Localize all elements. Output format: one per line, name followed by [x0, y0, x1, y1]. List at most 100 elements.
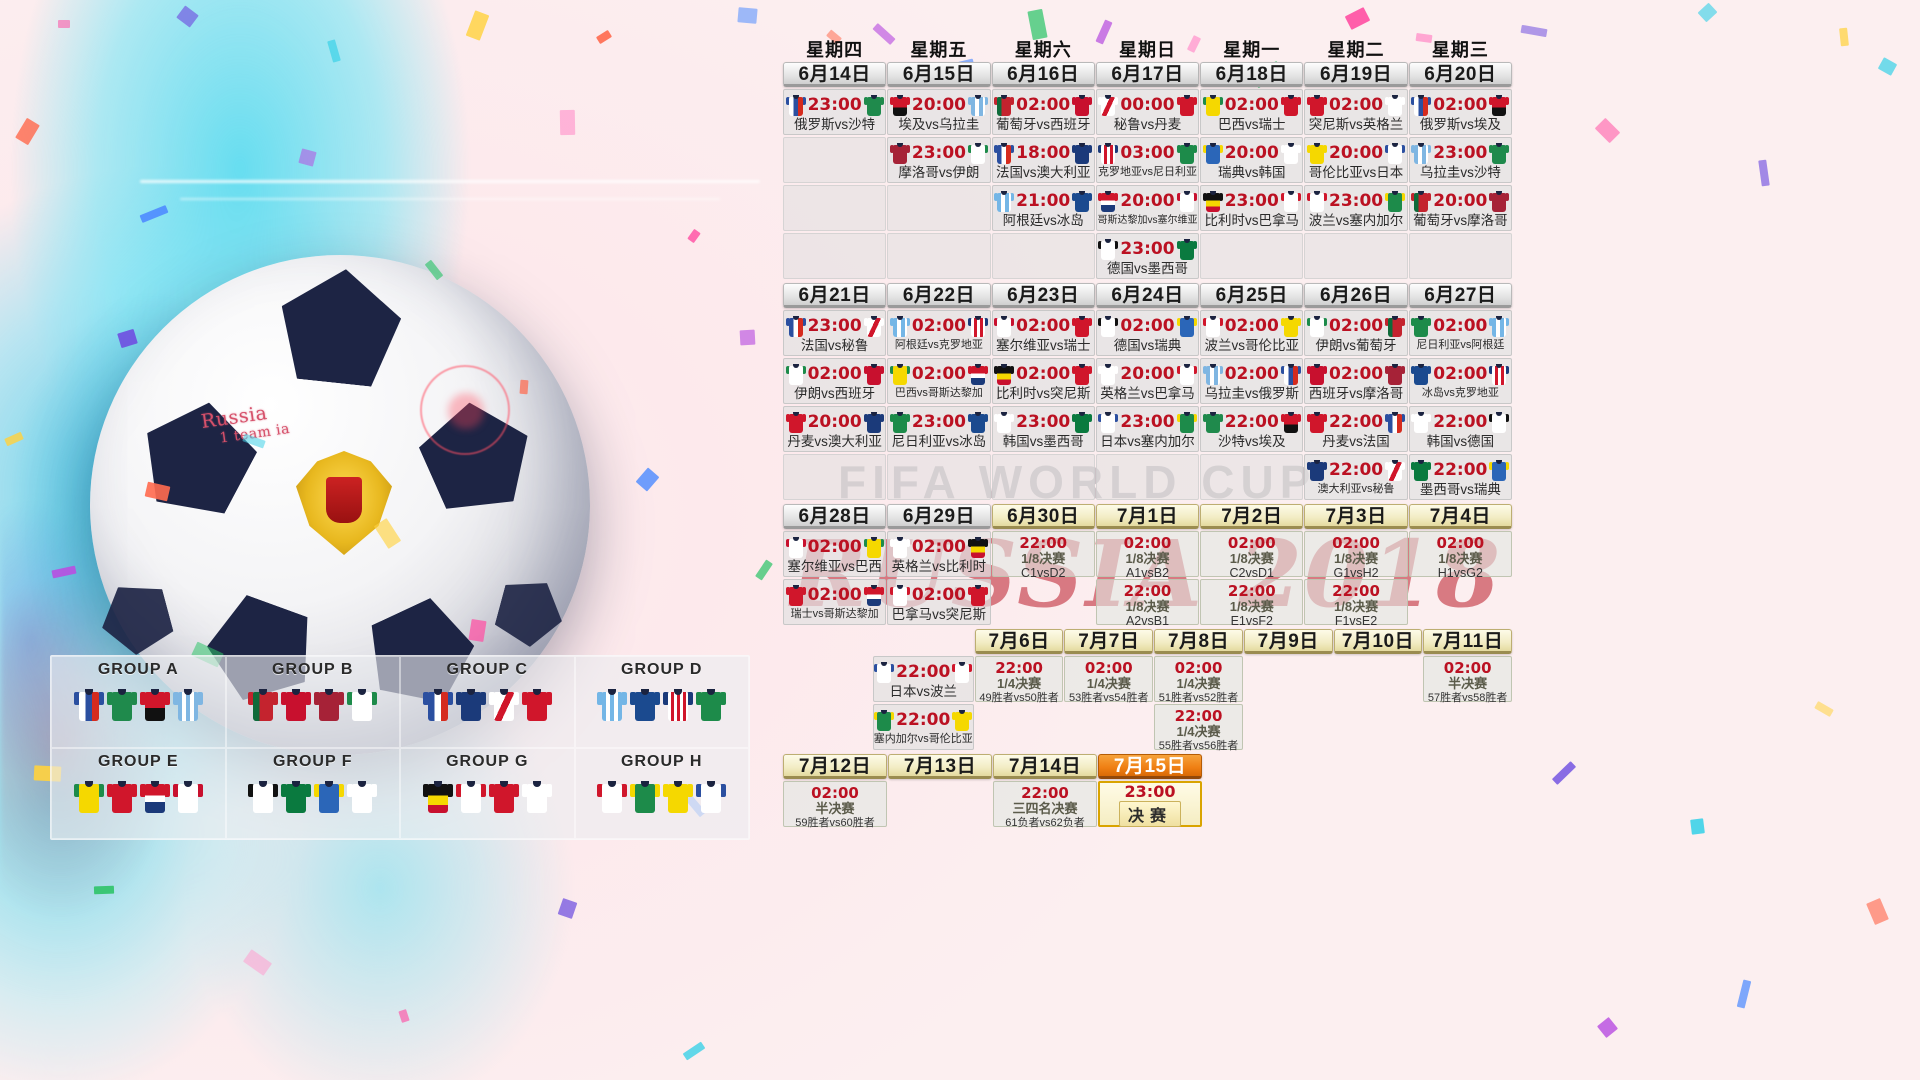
date-header[interactable]: 6月14日: [783, 62, 887, 87]
date-header[interactable]: 6月28日: [783, 504, 887, 529]
match-cell[interactable]: 22:00 澳大利亚vs秘鲁: [1304, 454, 1408, 500]
match-cell[interactable]: 02:00 俄罗斯vs埃及: [1408, 89, 1512, 135]
match-cell[interactable]: 02:00 巴西vs瑞士: [1200, 89, 1304, 135]
date-header[interactable]: 7月15日: [1098, 754, 1202, 779]
date-header[interactable]: 6月27日: [1408, 283, 1512, 308]
date-header[interactable]: 7月3日: [1304, 504, 1408, 529]
knockout-match-cell[interactable]: 22:00 1/8决赛 E1vsF2: [1200, 579, 1304, 628]
date-header[interactable]: 7月1日: [1095, 504, 1200, 529]
date-header[interactable]: 6月24日: [1095, 283, 1200, 308]
knockout-match-cell[interactable]: 02:00 1/8决赛 C2vsD1: [1200, 531, 1304, 580]
match-cell[interactable]: 23:00 摩洛哥vs伊朗: [887, 137, 991, 183]
knockout-match-cell[interactable]: 02:00 半决赛 57胜者vs58胜者: [1423, 656, 1513, 704]
match-cell[interactable]: 20:00 埃及vs乌拉圭: [887, 89, 991, 135]
date-header[interactable]: 7月2日: [1200, 504, 1304, 529]
match-cell[interactable]: 02:00 伊朗vs西班牙: [783, 358, 887, 404]
date-header[interactable]: 6月30日: [991, 504, 1095, 529]
match-cell[interactable]: 02:00 冰岛vs克罗地亚: [1408, 358, 1512, 404]
match-cell[interactable]: 22:00 塞内加尔vs哥伦比亚: [872, 704, 974, 750]
match-cell[interactable]: 22:00 墨西哥vs瑞典: [1408, 454, 1512, 500]
knockout-match-cell[interactable]: 22:00 1/8决赛 C1vsD2: [991, 531, 1095, 580]
match-cell[interactable]: 23:00 波兰vs塞内加尔: [1304, 185, 1408, 231]
match-cell[interactable]: 02:00 乌拉圭vs俄罗斯: [1200, 358, 1304, 404]
date-header[interactable]: 6月23日: [991, 283, 1095, 308]
date-header[interactable]: 6月18日: [1200, 62, 1304, 87]
date-header[interactable]: 7月8日: [1154, 629, 1243, 654]
match-cell[interactable]: 02:00 巴拿马vs突尼斯: [887, 579, 991, 625]
match-cell[interactable]: 20:00 英格兰vs巴拿马: [1095, 358, 1200, 404]
match-cell[interactable]: 02:00 比利时vs突尼斯: [991, 358, 1095, 404]
match-cell[interactable]: 02:00 瑞士vs哥斯达黎加: [783, 579, 887, 625]
match-cell[interactable]: 23:00 法国vs秘鲁: [783, 310, 887, 356]
match-cell[interactable]: 23:00 乌拉圭vs沙特: [1408, 137, 1512, 183]
group-box-a[interactable]: GROUP A: [51, 656, 226, 748]
match-cell[interactable]: 02:00 德国vs瑞典: [1095, 310, 1200, 356]
group-box-f[interactable]: GROUP F: [225, 747, 400, 839]
match-cell[interactable]: 22:00 韩国vs德国: [1408, 406, 1512, 452]
date-header[interactable]: 6月25日: [1200, 283, 1304, 308]
knockout-match-cell[interactable]: 02:00 1/4决赛 53胜者vs54胜者: [1064, 656, 1154, 704]
match-cell[interactable]: 02:00 塞尔维亚vs巴西: [783, 531, 887, 577]
match-cell[interactable]: 22:00 日本vs波兰: [872, 656, 974, 702]
knockout-match-cell[interactable]: 22:00 1/8决赛 F1vsE2: [1304, 579, 1408, 628]
match-cell[interactable]: 23:00 韩国vs墨西哥: [991, 406, 1095, 452]
knockout-match-cell[interactable]: 02:00 1/8决赛 A1vsB2: [1095, 531, 1200, 580]
match-cell[interactable]: 20:00 哥斯达黎加vs塞尔维亚: [1095, 185, 1200, 231]
match-cell[interactable]: 23:00 尼日利亚vs冰岛: [887, 406, 991, 452]
group-box-d[interactable]: GROUP D: [574, 656, 749, 748]
knockout-match-cell[interactable]: 02:00 半决赛 59胜者vs60胜者: [783, 781, 887, 829]
date-header[interactable]: 6月22日: [887, 283, 991, 308]
date-header[interactable]: 7月14日: [993, 754, 1097, 779]
date-header[interactable]: 6月29日: [887, 504, 991, 529]
group-box-g[interactable]: GROUP G: [400, 747, 575, 839]
group-box-b[interactable]: GROUP B: [225, 656, 400, 748]
match-cell[interactable]: 23:00 比利时vs巴拿马: [1200, 185, 1304, 231]
date-header[interactable]: 6月15日: [887, 62, 991, 87]
match-cell[interactable]: 02:00 巴西vs哥斯达黎加: [887, 358, 991, 404]
match-cell[interactable]: 02:00 波兰vs哥伦比亚: [1200, 310, 1304, 356]
match-cell[interactable]: 02:00 伊朗vs葡萄牙: [1304, 310, 1408, 356]
knockout-match-cell[interactable]: 22:00 三四名决赛 61负者vs62负者: [993, 781, 1097, 829]
match-cell[interactable]: 20:00 丹麦vs澳大利亚: [783, 406, 887, 452]
match-cell[interactable]: 02:00 西班牙vs摩洛哥: [1304, 358, 1408, 404]
date-header[interactable]: 7月4日: [1408, 504, 1512, 529]
final-match-cell[interactable]: 23:00 决赛: [1098, 781, 1202, 827]
date-header[interactable]: 6月26日: [1304, 283, 1408, 308]
date-header[interactable]: 7月13日: [888, 754, 992, 779]
knockout-match-cell[interactable]: 22:00 1/4决赛 49胜者vs50胜者: [974, 656, 1064, 704]
date-header[interactable]: 7月9日: [1243, 629, 1333, 654]
match-cell[interactable]: 02:00 尼日利亚vs阿根廷: [1408, 310, 1512, 356]
match-cell[interactable]: 20:00 哥伦比亚vs日本: [1304, 137, 1408, 183]
match-cell[interactable]: 02:00 阿根廷vs克罗地亚: [887, 310, 991, 356]
match-cell[interactable]: 23:00 日本vs塞内加尔: [1095, 406, 1200, 452]
date-header[interactable]: 7月11日: [1423, 629, 1513, 654]
match-cell[interactable]: 22:00 丹麦vs法国: [1304, 406, 1408, 452]
knockout-match-cell[interactable]: 22:00 1/8决赛 A2vsB1: [1095, 579, 1200, 628]
match-cell[interactable]: 22:00 沙特vs埃及: [1200, 406, 1304, 452]
date-header[interactable]: 7月7日: [1064, 629, 1154, 654]
knockout-match-cell[interactable]: 22:00 1/4决赛 55胜者vs56胜者: [1154, 704, 1243, 752]
date-header[interactable]: 6月17日: [1095, 62, 1200, 87]
knockout-match-cell[interactable]: 02:00 1/4决赛 51胜者vs52胜者: [1154, 656, 1243, 704]
date-header[interactable]: 7月6日: [974, 629, 1064, 654]
group-box-e[interactable]: GROUP E: [51, 747, 226, 839]
knockout-match-cell[interactable]: 02:00 1/8决赛 G1vsH2: [1304, 531, 1408, 580]
group-box-c[interactable]: GROUP C: [400, 656, 575, 748]
date-header[interactable]: 6月20日: [1408, 62, 1512, 87]
knockout-match-cell[interactable]: 02:00 1/8决赛 H1vsG2: [1408, 531, 1512, 580]
match-cell[interactable]: 20:00 葡萄牙vs摩洛哥: [1408, 185, 1512, 231]
match-cell[interactable]: 21:00 阿根廷vs冰岛: [991, 185, 1095, 231]
match-cell[interactable]: 02:00 突尼斯vs英格兰: [1304, 89, 1408, 135]
match-cell[interactable]: 23:00 德国vs墨西哥: [1095, 233, 1200, 279]
match-cell[interactable]: 02:00 塞尔维亚vs瑞士: [991, 310, 1095, 356]
date-header[interactable]: 6月16日: [991, 62, 1095, 87]
match-cell[interactable]: 23:00 俄罗斯vs沙特: [783, 89, 887, 135]
group-box-h[interactable]: GROUP H: [574, 747, 749, 839]
match-cell[interactable]: 00:00 秘鲁vs丹麦: [1095, 89, 1200, 135]
match-cell[interactable]: 02:00 葡萄牙vs西班牙: [991, 89, 1095, 135]
match-cell[interactable]: 18:00 法国vs澳大利亚: [991, 137, 1095, 183]
date-header[interactable]: 6月19日: [1304, 62, 1408, 87]
match-cell[interactable]: 20:00 瑞典vs韩国: [1200, 137, 1304, 183]
date-header[interactable]: 7月12日: [783, 754, 887, 779]
match-cell[interactable]: 03:00 克罗地亚vs尼日利亚: [1095, 137, 1200, 183]
